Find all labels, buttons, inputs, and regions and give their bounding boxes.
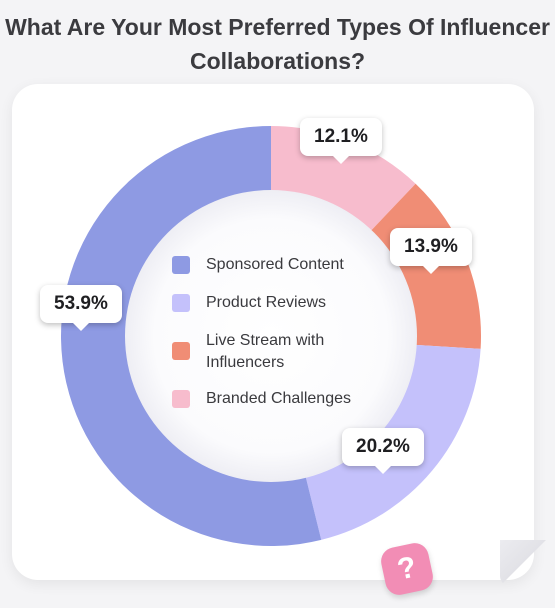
data-label-product-reviews: 20.2% xyxy=(342,428,424,474)
legend-label: Product Reviews xyxy=(206,294,327,311)
legend-item-sponsored-content: Sponsored Content xyxy=(172,254,402,276)
legend-swatch xyxy=(172,294,190,312)
legend-item-branded-challenges: Branded Challenges xyxy=(172,388,402,410)
legend-swatch xyxy=(172,390,190,408)
data-label-live-stream: 13.9% xyxy=(390,228,472,274)
donut-hole xyxy=(125,190,417,482)
legend-item-product-reviews: Product Reviews xyxy=(172,292,402,314)
legend-swatch xyxy=(172,256,190,274)
chart-title: What Are Your Most Preferred Types Of In… xyxy=(5,14,550,74)
data-label-branded-challenges: 12.1% xyxy=(300,118,382,164)
data-label-sponsored-content: 53.9% xyxy=(40,285,122,331)
legend-swatch xyxy=(172,342,190,360)
slice-sponsored-content xyxy=(61,126,322,546)
legend: Sponsored Content Product Reviews Live S… xyxy=(172,254,402,426)
legend-item-live-stream: Live Stream with Influencers xyxy=(172,330,402,374)
legend-label: Live Stream with Influencers xyxy=(206,332,325,371)
legend-label: Sponsored Content xyxy=(206,256,344,273)
legend-label: Branded Challenges xyxy=(206,390,351,407)
